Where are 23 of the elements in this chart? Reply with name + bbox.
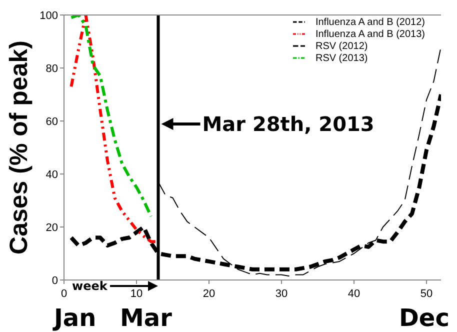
y-tick-label: 60 [46, 116, 58, 128]
x-tick-label: 10 [130, 288, 143, 300]
y-axis-title: Cases (% of peak) [4, 40, 33, 254]
annotation: week [72, 279, 108, 293]
x-tick-label: 50 [420, 288, 433, 300]
y-tick-label: 20 [46, 222, 58, 234]
x-tick-label: 40 [348, 288, 360, 300]
x-tick-label: 30 [275, 288, 288, 300]
text: Dec [399, 304, 450, 332]
text: Mar [120, 304, 172, 332]
ref-line-label: Mar 28th, 2013 [202, 112, 374, 136]
y-tick-label: 100 [40, 10, 58, 22]
y-tick-label: 80 [46, 62, 58, 75]
text: Jan [54, 304, 96, 332]
legend-label: Influenza A and B (2013) [315, 28, 425, 40]
x-tick-label: 0 [60, 288, 68, 300]
legend-label: RSV (2013) [315, 52, 368, 64]
x-tick-label: 20 [202, 288, 216, 300]
y-tick-label: 40 [46, 168, 58, 181]
y-tick-label: 0 [52, 274, 58, 287]
legend-label: Influenza A and B (2012) [315, 16, 425, 28]
legend-label: RSV (2012) [315, 40, 368, 52]
line-series [70, 15, 152, 218]
